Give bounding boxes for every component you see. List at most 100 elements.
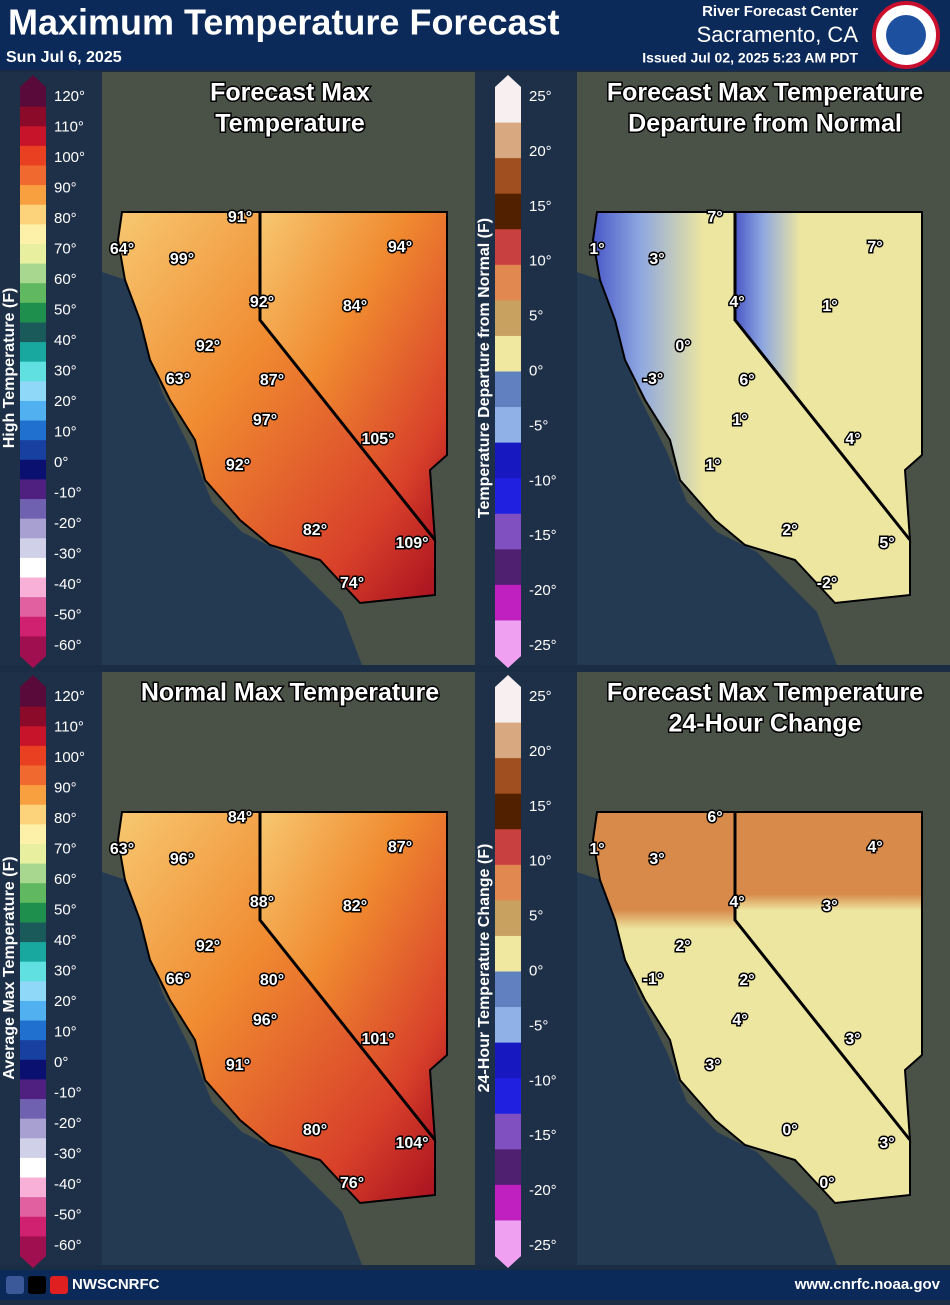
location-value: 105° [361, 431, 394, 448]
colorbar-label: 40° [54, 332, 77, 349]
state-line [733, 812, 912, 1141]
colorbar-swatch [20, 557, 46, 579]
colorbar-swatch [495, 229, 521, 266]
location-value: 92° [196, 338, 220, 355]
location-value: 84° [343, 298, 367, 315]
colorbar-label: -20° [54, 515, 82, 532]
colorbar: 120° 110° 100° 90° 80° 70° 60° 50° 40° 30° 20° 10° 0… [0, 672, 102, 1268]
location-value: 3° [649, 251, 664, 268]
location-value: 64° [110, 241, 134, 258]
colorbar-swatch [20, 87, 46, 108]
colorbar-swatch [20, 126, 46, 147]
colorbar-label: 0° [54, 1054, 68, 1071]
location-value: 74° [340, 575, 364, 592]
colorbar-label: 30° [54, 362, 77, 379]
social-handle: NWSCNRFC [72, 1276, 160, 1293]
colorbar-swatch [20, 981, 46, 1002]
colorbar-label: 50° [54, 301, 77, 318]
colorbar-label: -15° [529, 1127, 557, 1144]
colorbar-swatch [20, 745, 46, 766]
location-value: 2° [739, 972, 754, 989]
colorbar-label: 100° [54, 149, 85, 166]
location-value: 82° [343, 898, 367, 915]
location-value: 7° [707, 209, 722, 226]
location-value: 7° [867, 239, 882, 256]
location-value: 0° [819, 1175, 834, 1192]
colorbar-label: 80° [54, 810, 77, 827]
panel-title: Temperature [215, 110, 365, 138]
colorbar-swatch [20, 538, 46, 559]
colorbar-swatch [495, 758, 521, 795]
location-value: 109° [395, 535, 428, 552]
colorbar-label: -60° [54, 1237, 82, 1254]
colorbar-swatch [495, 1113, 521, 1150]
colorbar-swatch [495, 864, 521, 901]
colorbar-swatch [20, 204, 46, 225]
colorbar-label: -50° [54, 606, 82, 623]
x-icon[interactable] [28, 1276, 46, 1294]
location-value: 0° [782, 1122, 797, 1139]
colorbar-arrow [20, 1256, 46, 1268]
colorbar-swatch [20, 440, 46, 461]
colorbar-swatch [20, 1079, 46, 1100]
location-value: 80° [260, 972, 284, 989]
panel-title: Departure from Normal [628, 110, 902, 138]
colorbar-swatch [20, 1236, 46, 1257]
colorbar-swatch [20, 687, 46, 708]
colorbar-swatch [20, 942, 46, 963]
panel-title: 24-Hour Change [668, 710, 861, 738]
location-value: 1° [589, 841, 604, 858]
location-value: 92° [250, 294, 274, 311]
colorbar-label: 0° [529, 962, 543, 979]
colorbar-arrow [20, 675, 46, 687]
location-value: 80° [303, 1122, 327, 1139]
colorbar-label: 100° [54, 749, 85, 766]
location-value: 96° [253, 1012, 277, 1029]
facebook-icon[interactable] [6, 1276, 24, 1294]
youtube-icon[interactable] [50, 1276, 68, 1294]
colorbar-bg [475, 72, 577, 665]
colorbar-swatch [20, 1177, 46, 1198]
colorbar-label: 70° [54, 240, 77, 257]
colorbar-swatch [20, 106, 46, 127]
location-value: 4° [867, 839, 882, 856]
colorbar-swatch [20, 922, 46, 943]
colorbar-swatch [20, 1216, 46, 1237]
colorbar-label: -20° [529, 1182, 557, 1199]
colorbar-label: 80° [54, 210, 77, 227]
colorbar-swatch [20, 263, 46, 284]
location-value: 94° [388, 239, 412, 256]
location-value: 99° [170, 251, 194, 268]
colorbar-swatch [20, 636, 46, 657]
location-value: 0° [675, 338, 690, 355]
map-panel: Forecast Max Temperature Departure from N… [577, 72, 950, 665]
location-value: 87° [260, 372, 284, 389]
colorbar-swatch [495, 193, 521, 230]
colorbar-swatch [495, 722, 521, 759]
colorbar-swatch [20, 1059, 46, 1080]
center-location: Sacramento, CA [697, 22, 859, 47]
colorbar-label: 10° [529, 253, 552, 270]
map-panel: Normal Max Temperature 84° 63° 96° 87° 88° 82°… [102, 672, 475, 1265]
location-value: 88° [250, 894, 274, 911]
colorbar-label: 110° [54, 118, 84, 135]
colorbar-label: 10° [54, 1023, 77, 1040]
colorbar-label: -10° [529, 472, 557, 489]
colorbar-swatch [495, 1007, 521, 1044]
colorbar-swatch [20, 1000, 46, 1022]
colorbar-swatch [20, 1099, 46, 1120]
colorbar-swatch [20, 243, 46, 265]
colorbar-label: 70° [54, 840, 77, 857]
location-value: 96° [170, 851, 194, 868]
colorbar-swatch [20, 843, 46, 865]
colorbar-label: -5° [529, 417, 548, 434]
colorbar-swatch [495, 442, 521, 479]
colorbar-label: 120° [54, 688, 85, 705]
colorbar-label: -20° [54, 1115, 82, 1132]
header-bar [0, 0, 950, 70]
colorbar-label: -40° [54, 1176, 82, 1193]
colorbar-arrow [495, 1256, 521, 1268]
colorbar: 25° 20° 15° 10° 5° 0° -5° -10° -15° -20° -25° Tempe… [475, 72, 577, 668]
colorbar-swatch [495, 1220, 521, 1257]
